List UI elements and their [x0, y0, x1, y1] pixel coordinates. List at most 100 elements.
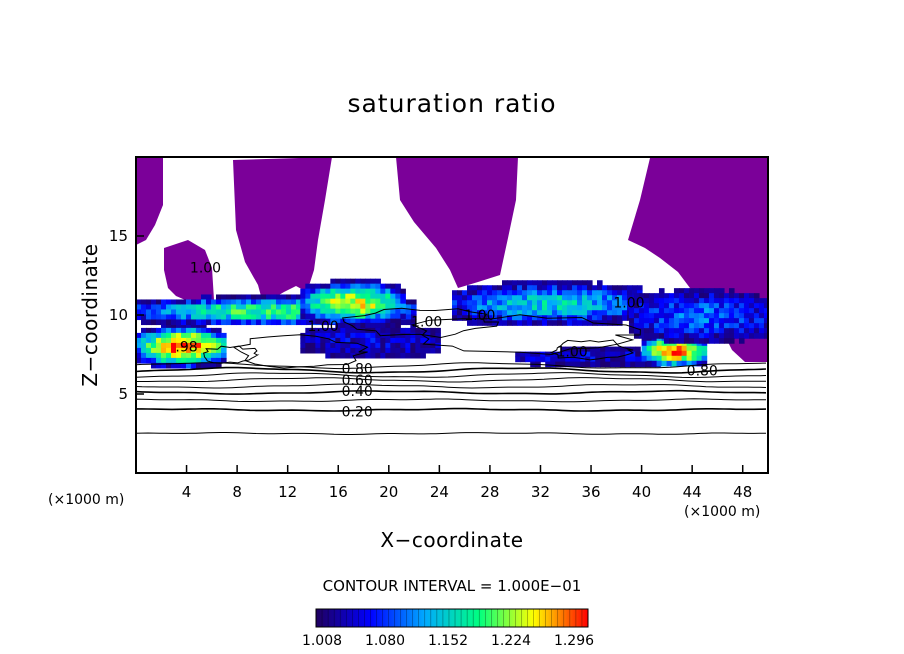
- field-cell: [587, 280, 593, 286]
- field-cell: [673, 288, 680, 294]
- field-cell: [380, 308, 386, 315]
- field-cell: [191, 362, 197, 369]
- field-cell: [141, 319, 147, 326]
- field-cell: [300, 298, 306, 305]
- field-cell: [156, 332, 162, 339]
- field-cell: [522, 320, 528, 326]
- field-cell: [330, 308, 336, 315]
- field-cell: [728, 288, 735, 294]
- field-cell: [512, 280, 518, 286]
- field-cell: [547, 320, 553, 326]
- field-cell: [535, 351, 541, 358]
- field-cell: [181, 314, 187, 321]
- field-cell: [166, 304, 172, 311]
- field-cell: [562, 280, 568, 286]
- field-cell: [335, 342, 341, 349]
- field-cell: [330, 288, 336, 295]
- field-cell: [136, 347, 142, 354]
- field-cell: [406, 314, 412, 321]
- field-cell: [698, 318, 705, 324]
- field-cell: [562, 295, 568, 301]
- field-cell: [435, 342, 441, 349]
- field-cell: [385, 288, 391, 295]
- field-cell: [166, 309, 172, 316]
- contour-line: [136, 366, 767, 374]
- field-cell: [585, 346, 591, 353]
- field-cell: [663, 333, 670, 339]
- field-cell: [211, 299, 217, 306]
- field-cell: [482, 300, 488, 306]
- field-cell: [266, 299, 272, 306]
- field-cell: [612, 290, 618, 296]
- field-cell: [502, 295, 508, 301]
- field-cell: [713, 313, 720, 319]
- field-cell: [216, 319, 222, 326]
- field-cell: [628, 303, 635, 309]
- field-cell: [457, 295, 463, 301]
- field-cell: [622, 305, 628, 311]
- field-cell: [320, 332, 326, 339]
- field-cell: [335, 308, 341, 315]
- field-cell: [758, 318, 765, 324]
- field-cell: [698, 303, 705, 309]
- field-cell: [743, 293, 750, 299]
- field-cell: [587, 310, 593, 316]
- field-cell: [286, 319, 292, 326]
- field-cell: [395, 352, 401, 359]
- field-cell: [340, 293, 346, 300]
- contour-label: 0.40: [342, 384, 373, 400]
- field-cell: [151, 352, 157, 359]
- field-cell: [206, 327, 212, 334]
- field-cell: [211, 357, 217, 364]
- purple-region: [136, 157, 163, 245]
- field-cell: [325, 332, 331, 339]
- field-cell: [507, 290, 513, 296]
- x-tick-label: 40: [632, 483, 651, 501]
- field-cell: [567, 320, 573, 326]
- field-cell: [577, 300, 583, 306]
- field-cell: [763, 303, 768, 309]
- field-cell: [360, 293, 366, 300]
- field-cell: [567, 280, 573, 286]
- field-cell: [151, 362, 157, 369]
- field-cell: [291, 314, 297, 321]
- field-cell: [181, 299, 187, 306]
- field-cell: [151, 314, 157, 321]
- field-cell: [266, 294, 272, 301]
- field-cell: [630, 361, 636, 368]
- field-cell: [390, 352, 396, 359]
- field-cell: [763, 308, 768, 314]
- field-cell: [410, 337, 416, 344]
- field-cell: [497, 310, 503, 316]
- field-cell: [656, 355, 663, 362]
- field-cell: [552, 290, 558, 296]
- field-cell: [330, 278, 336, 285]
- field-cell: [587, 290, 593, 296]
- field-cell: [562, 320, 568, 326]
- field-cell: [688, 308, 695, 314]
- field-cell: [340, 347, 346, 354]
- field-cell: [201, 309, 207, 316]
- field-cell: [276, 314, 282, 321]
- field-cell: [136, 309, 142, 316]
- field-cell: [572, 280, 578, 286]
- field-cell: [286, 304, 292, 311]
- field-cell: [615, 346, 621, 353]
- field-cell: [587, 315, 593, 321]
- field-cell: [738, 298, 745, 304]
- field-cell: [753, 293, 760, 299]
- field-cell: [206, 342, 212, 349]
- field-cell: [666, 360, 673, 367]
- field-cell: [683, 308, 690, 314]
- field-cell: [385, 283, 391, 290]
- field-cell: [400, 337, 406, 344]
- field-cell: [663, 313, 670, 319]
- field-cell: [345, 347, 351, 354]
- field-cell: [638, 303, 645, 309]
- field-cell: [375, 303, 381, 310]
- field-cell: [176, 304, 182, 311]
- field-cell: [708, 293, 715, 299]
- field-cell: [648, 328, 655, 334]
- field-cell: [612, 320, 618, 326]
- field-cell: [651, 350, 658, 357]
